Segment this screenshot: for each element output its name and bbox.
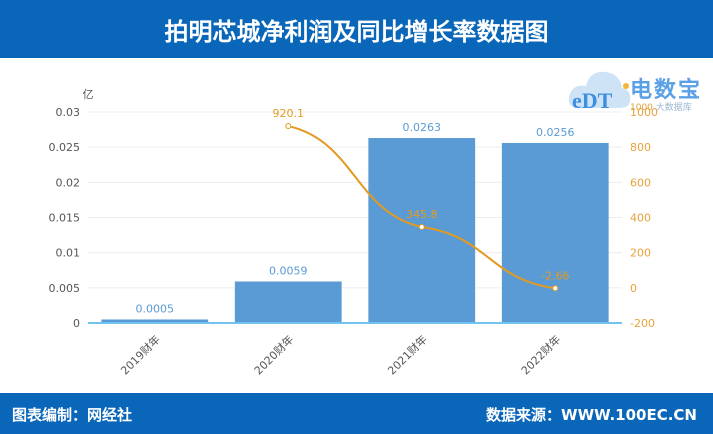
line-point bbox=[418, 224, 425, 231]
data-source: 数据来源：WWW.100EC.CN bbox=[486, 406, 697, 424]
y2-tick-label: 0 bbox=[630, 282, 637, 295]
svg-text:eDT: eDT bbox=[572, 88, 613, 113]
chart-title: 拍明芯城净利润及同比增长率数据图 bbox=[164, 17, 549, 46]
footer-bar: 图表编制：网经社 数据来源：WWW.100EC.CN bbox=[0, 393, 713, 434]
y-tick-label: 0.03 bbox=[56, 106, 81, 119]
cloud-logo-icon: eDT bbox=[568, 71, 631, 113]
chart-credit: 图表编制：网经社 bbox=[12, 406, 133, 424]
y-tick-label: 0.015 bbox=[49, 212, 81, 225]
logo-subtitle: 1000 大数据库 bbox=[630, 103, 692, 113]
bar-value-label: 0.0005 bbox=[136, 302, 175, 315]
bar bbox=[368, 138, 476, 323]
y2-tick-label: 400 bbox=[630, 212, 651, 225]
x-tick-label: 2021财年 bbox=[385, 332, 430, 377]
bar bbox=[501, 142, 609, 323]
line-value-label: -2.66 bbox=[541, 269, 569, 282]
bar-value-label: 0.0059 bbox=[269, 265, 308, 278]
bar bbox=[101, 319, 209, 323]
y-tick-label: 0.025 bbox=[49, 141, 81, 154]
y2-tick-label: 200 bbox=[630, 247, 651, 260]
x-tick-label: 2022财年 bbox=[518, 332, 563, 377]
y2-tick-label: 1000 bbox=[630, 106, 658, 119]
y-axis-unit: 亿 bbox=[83, 88, 94, 101]
title-bar: 拍明芯城净利润及同比增长率数据图 bbox=[0, 0, 713, 58]
y2-tick-label: -200 bbox=[630, 317, 655, 330]
logo-name: 电数宝 bbox=[630, 78, 703, 103]
bar-value-label: 0.0263 bbox=[403, 121, 442, 134]
line-value-label: 345.8 bbox=[406, 208, 438, 221]
chart-area: 0 0.005 0.01 0.015 0.02 0.025 0.03亿 -200 0 200 400… bbox=[49, 88, 659, 377]
x-tick-label: 2020财年 bbox=[251, 332, 296, 377]
bar-value-label: 0.0256 bbox=[536, 126, 575, 139]
x-tick-label: 2019财年 bbox=[118, 332, 163, 377]
line-value-label: 920.1 bbox=[273, 107, 305, 120]
line-point bbox=[552, 285, 559, 292]
bar bbox=[234, 281, 342, 323]
y2-tick-label: 800 bbox=[630, 141, 651, 154]
y-tick-label: 0.02 bbox=[56, 176, 81, 189]
y-tick-label: 0.005 bbox=[49, 282, 81, 295]
y2-tick-label: 600 bbox=[630, 176, 651, 189]
y-tick-label: 0 bbox=[73, 317, 80, 330]
line-point bbox=[285, 123, 292, 130]
brand-logo: eDT 电数宝 1000 大数据库 bbox=[566, 58, 711, 118]
y-tick-label: 0.01 bbox=[56, 247, 81, 260]
